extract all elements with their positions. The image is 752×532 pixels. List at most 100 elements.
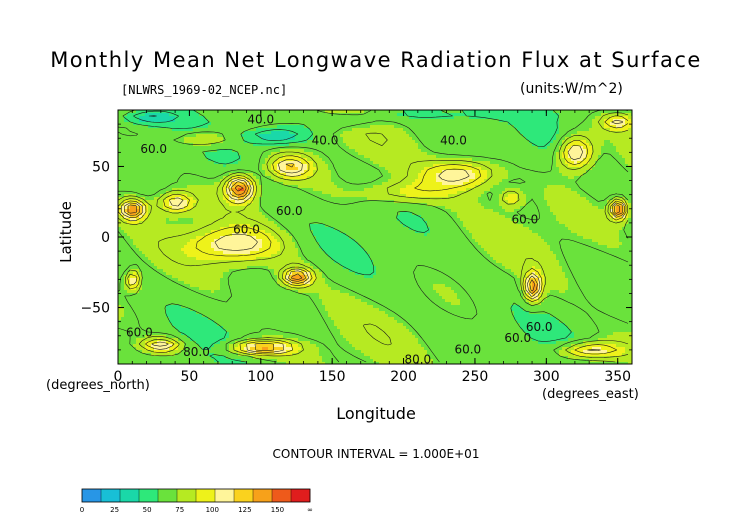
heatmap-cell: [583, 137, 587, 141]
heatmap-cell: [358, 143, 362, 147]
heatmap-cell: [127, 188, 131, 192]
heatmap-cell: [301, 140, 305, 144]
heatmap-cell: [382, 113, 386, 117]
heatmap-cell: [523, 158, 527, 162]
heatmap-cell: [430, 164, 434, 168]
heatmap-cell: [622, 164, 626, 168]
heatmap-cell: [262, 122, 266, 126]
heatmap-cell: [490, 113, 494, 117]
heatmap-cell: [202, 176, 206, 180]
heatmap-cell: [541, 176, 545, 180]
heatmap-cell: [532, 134, 536, 138]
heatmap-cell: [352, 149, 356, 153]
heatmap-cell: [463, 119, 467, 123]
heatmap-cell: [277, 167, 281, 171]
heatmap-cell: [463, 134, 467, 138]
heatmap-cell: [250, 155, 254, 159]
heatmap-cell: [256, 131, 260, 135]
heatmap-cell: [493, 194, 497, 198]
heatmap-cell: [613, 170, 617, 174]
heatmap-cell: [169, 110, 173, 114]
heatmap-cell: [589, 170, 593, 174]
heatmap-cell: [400, 113, 404, 117]
heatmap-cell: [280, 113, 284, 117]
heatmap-cell: [511, 194, 515, 198]
heatmap-cell: [316, 131, 320, 135]
heatmap-cell: [514, 167, 518, 171]
heatmap-cell: [334, 122, 338, 126]
heatmap-cell: [460, 110, 464, 114]
heatmap-cell: [334, 155, 338, 159]
heatmap-cell: [490, 125, 494, 129]
heatmap-cell: [289, 176, 293, 180]
heatmap-cell: [523, 134, 527, 138]
heatmap-cell: [118, 155, 122, 159]
heatmap-cell: [328, 155, 332, 159]
heatmap-cell: [229, 119, 233, 123]
heatmap-cell: [598, 125, 602, 129]
heatmap-cell: [220, 194, 224, 198]
heatmap-cell: [334, 191, 338, 195]
heatmap-cell: [316, 146, 320, 150]
heatmap-cell: [628, 128, 632, 132]
heatmap-cell: [556, 125, 560, 129]
heatmap-cell: [388, 173, 392, 177]
heatmap-cell: [418, 167, 422, 171]
heatmap-cell: [184, 140, 188, 144]
heatmap-cell: [406, 188, 410, 192]
heatmap-cell: [325, 170, 329, 174]
heatmap-cell: [397, 191, 401, 195]
heatmap-cell: [406, 134, 410, 138]
heatmap-cell: [211, 110, 215, 114]
heatmap-cell: [292, 122, 296, 126]
heatmap-cell: [541, 179, 545, 183]
heatmap-cell: [583, 146, 587, 150]
heatmap-cell: [400, 122, 404, 126]
heatmap-cell: [583, 140, 587, 144]
heatmap-cell: [529, 191, 533, 195]
heatmap-cell: [292, 155, 296, 159]
heatmap-cell: [484, 119, 488, 123]
heatmap-cell: [136, 119, 140, 123]
heatmap-cell: [184, 164, 188, 168]
heatmap-cell: [283, 125, 287, 129]
heatmap-cell: [202, 191, 206, 195]
heatmap-cell: [325, 140, 329, 144]
heatmap-cell: [391, 188, 395, 192]
heatmap-cell: [427, 134, 431, 138]
heatmap-cell: [454, 191, 458, 195]
heatmap-cell: [331, 182, 335, 186]
heatmap-cell: [316, 116, 320, 120]
heatmap-cell: [367, 158, 371, 162]
heatmap-cell: [295, 146, 299, 150]
heatmap-cell: [310, 158, 314, 162]
heatmap-cell: [400, 125, 404, 129]
heatmap-cell: [598, 143, 602, 147]
heatmap-cell: [295, 182, 299, 186]
heatmap-cell: [454, 164, 458, 168]
heatmap-cell: [595, 188, 599, 192]
heatmap-cell: [388, 140, 392, 144]
heatmap-cell: [298, 185, 302, 189]
heatmap-cell: [472, 128, 476, 132]
heatmap-cell: [373, 185, 377, 189]
heatmap-cell: [226, 134, 230, 138]
heatmap-cell: [406, 164, 410, 168]
heatmap-cell: [445, 194, 449, 198]
heatmap-cell: [466, 161, 470, 165]
heatmap-cell: [349, 110, 353, 114]
heatmap-cell: [442, 158, 446, 162]
heatmap-cell: [481, 170, 485, 174]
heatmap-cell: [607, 128, 611, 132]
heatmap-cell: [397, 158, 401, 162]
heatmap-cell: [265, 113, 269, 117]
heatmap-cell: [448, 110, 452, 114]
heatmap-cell: [256, 179, 260, 183]
heatmap-cell: [178, 161, 182, 165]
heatmap-cell: [337, 119, 341, 123]
heatmap-cell: [379, 167, 383, 171]
heatmap-cell: [475, 191, 479, 195]
heatmap-cell: [163, 158, 167, 162]
heatmap-cell: [340, 188, 344, 192]
heatmap-cell: [169, 146, 173, 150]
